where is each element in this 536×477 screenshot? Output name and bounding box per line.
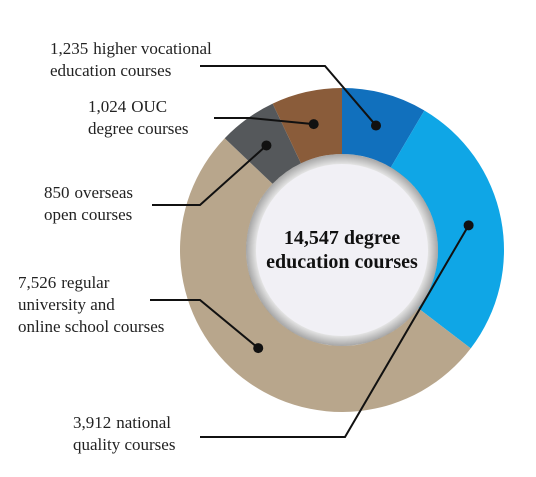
category-label: national quality courses: [73, 413, 175, 454]
segment: [342, 88, 425, 168]
leader-line: [200, 65, 377, 127]
leader-dot: [308, 119, 319, 130]
center-disc: [256, 164, 428, 336]
leader-dot: [253, 343, 264, 354]
segment: [390, 110, 504, 349]
value-label: 1,024: [88, 97, 127, 116]
leader-line: [150, 299, 259, 349]
category-label: regular university and online school cours…: [18, 273, 164, 336]
leader-line: [152, 144, 268, 206]
value-label: 1,235: [50, 39, 88, 58]
value-label: 3,912: [73, 413, 111, 432]
leader-dot: [463, 220, 474, 231]
leader-line: [214, 117, 314, 126]
value-label: 7,526: [18, 273, 56, 292]
center-label: 14,547 degree education courses: [266, 227, 418, 273]
leader-dot: [261, 140, 272, 151]
value-label: 850: [44, 183, 70, 202]
category-label: overseas open courses: [44, 183, 133, 224]
category-label: OUC degree courses: [88, 97, 189, 138]
labels: 1,235 higher vocational education courses 3…: [18, 39, 474, 454]
category-label: higher vocational education courses: [50, 39, 212, 80]
leader-line: [200, 224, 470, 438]
segment: [272, 88, 342, 164]
leader-dot: [370, 120, 381, 131]
